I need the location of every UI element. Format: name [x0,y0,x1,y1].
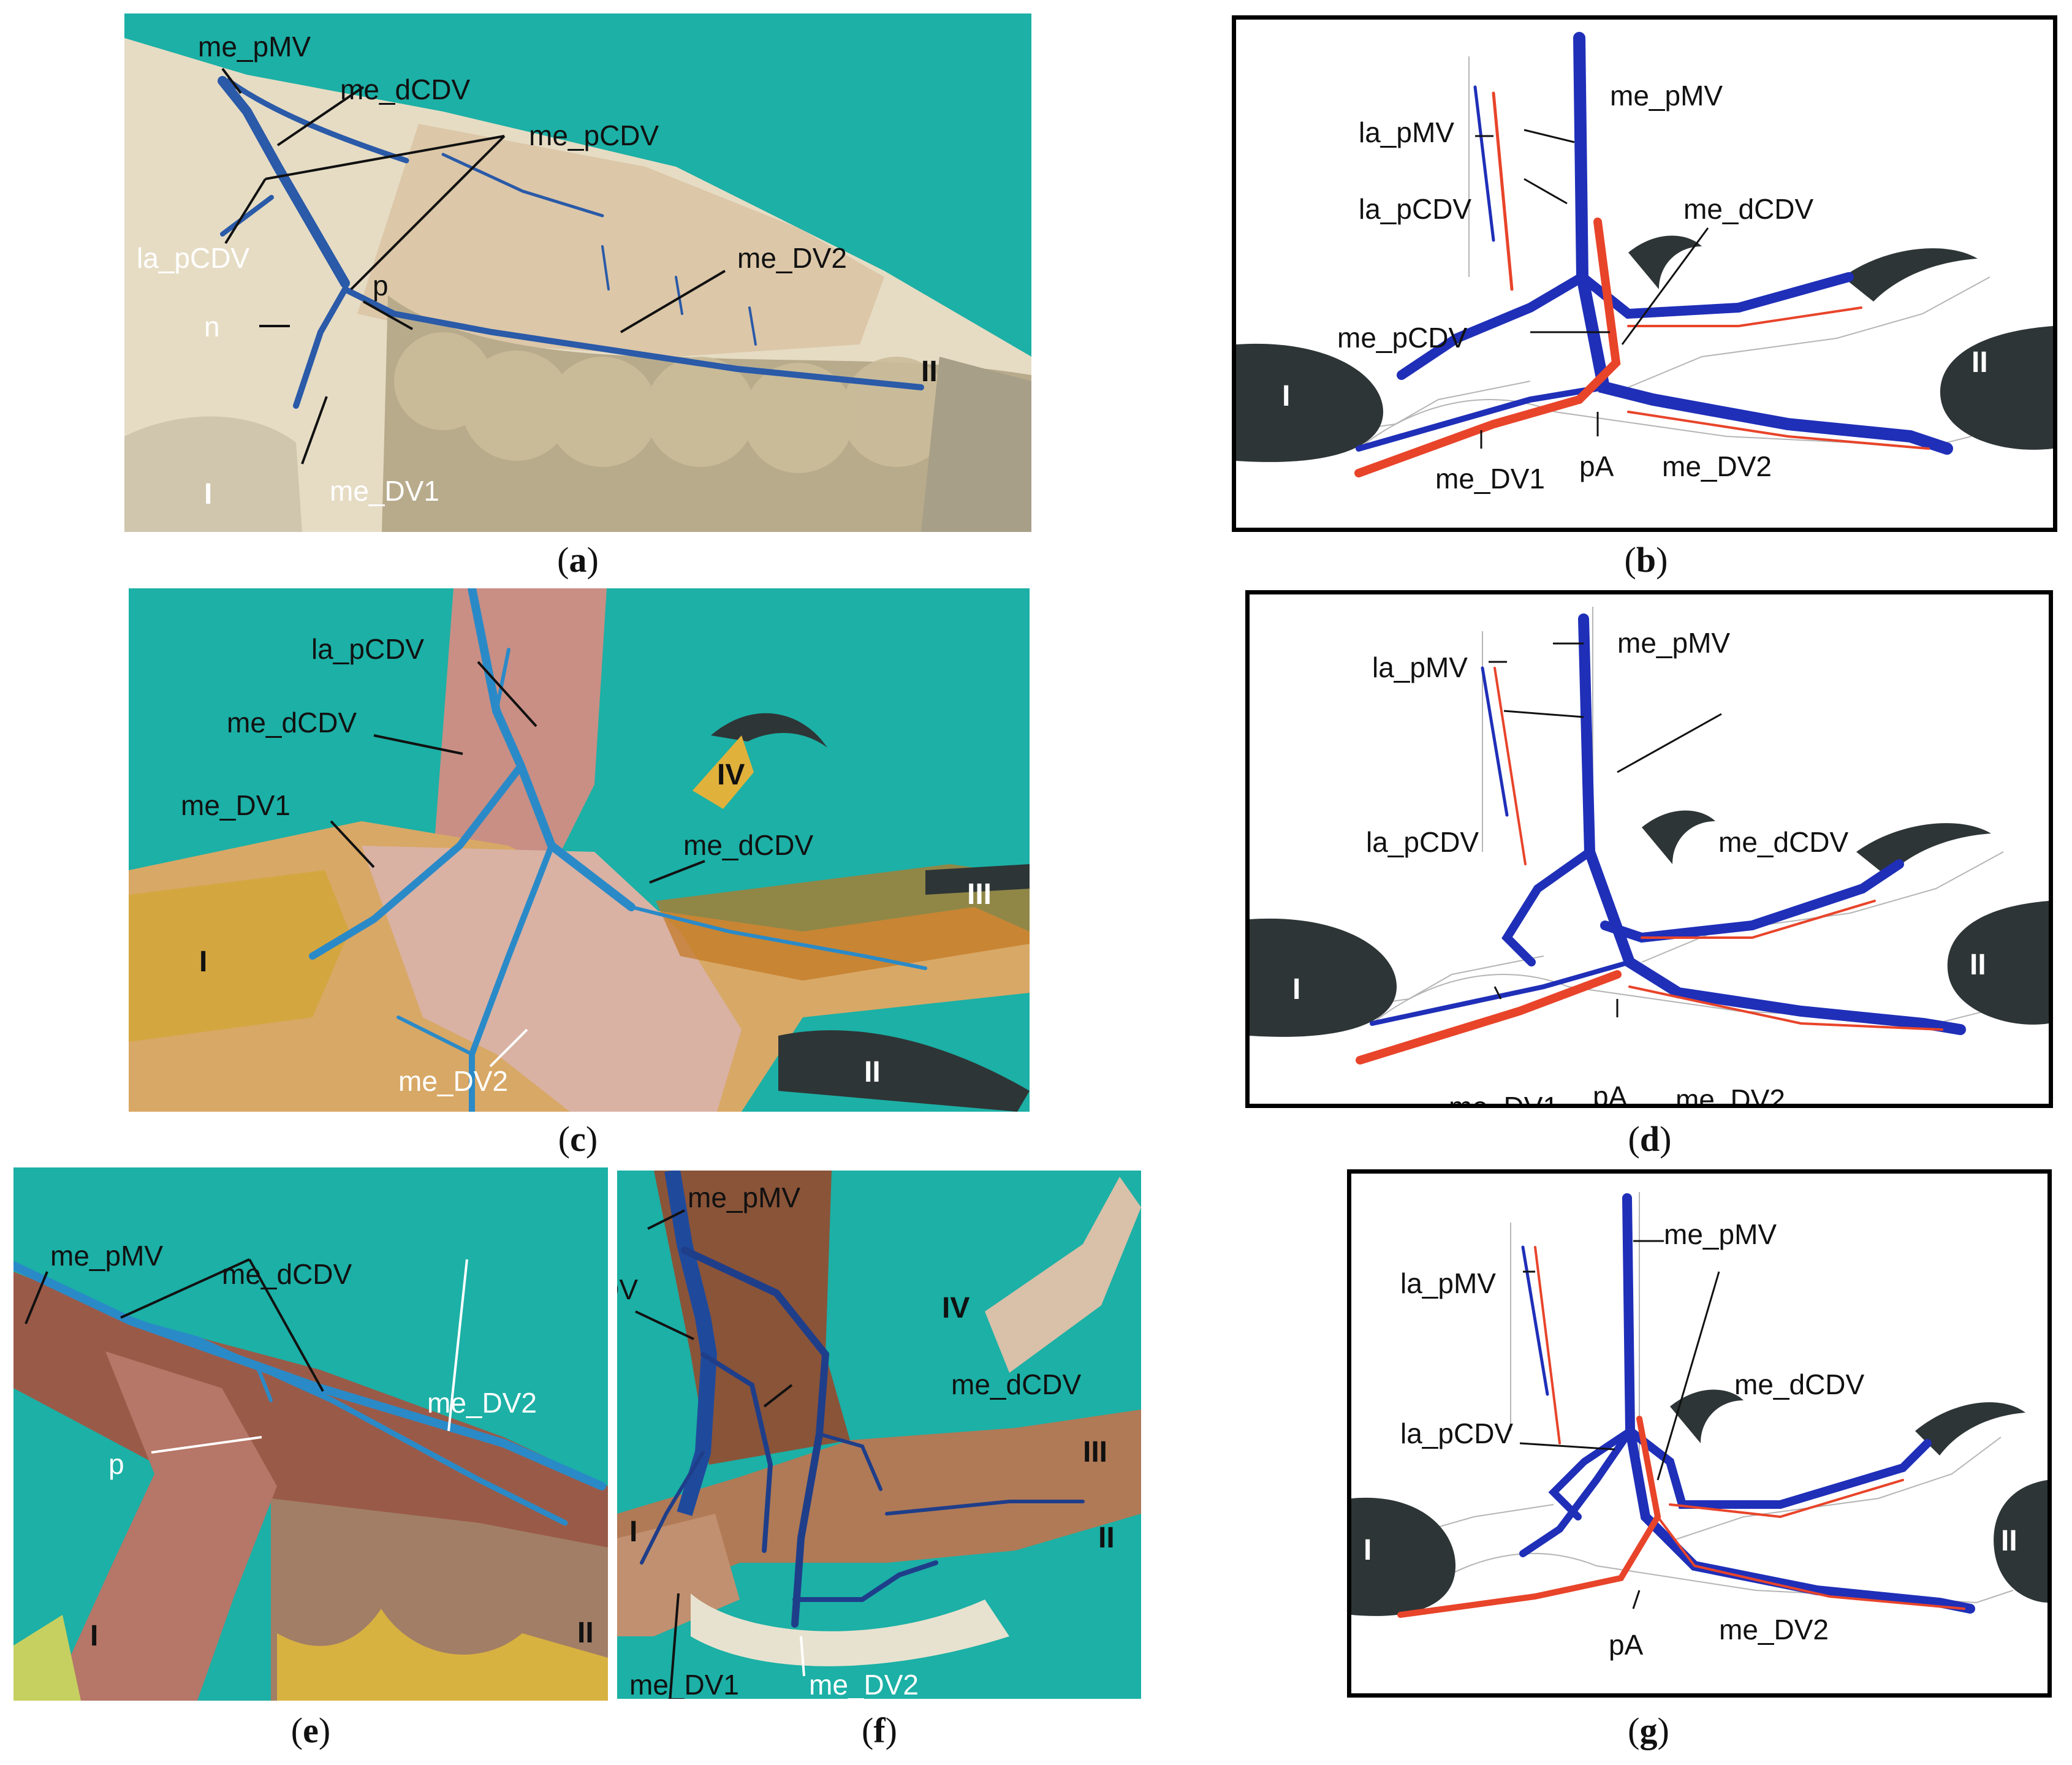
a-me_DV2-label: me_DV2 [737,242,847,274]
b-me_DV1-label: me_DV1 [1435,463,1545,495]
d-toe-I-label: I [1292,973,1300,1006]
b-pA-label: pA [1579,450,1614,482]
c-toe-II-label: II [864,1056,881,1088]
b-la_pCDV-label: la_pCDV [1359,193,1471,225]
caption-b: (b) [1624,540,1668,580]
e-p-label: p [108,1448,124,1480]
a-la_pCDV-label: la_pCDV [137,242,249,274]
a-toe-I-label: I [204,478,212,511]
f-toe-III-label: III [1083,1436,1107,1468]
d-me_dCDV-label: me_dCDV [1718,826,1849,858]
a-n-label: n [204,311,220,343]
d-pA-label: pA [1593,1080,1628,1104]
f-me_DV2-label: me_DV2 [809,1669,919,1699]
c-me_DV1-label: me_DV1 [181,789,290,821]
panel-e-svg: me_pMV me_dCDV me_DV2 p I II [13,1167,608,1701]
b-toe-I-label: I [1282,380,1290,412]
d-toe-II-label: II [1970,949,1986,981]
g-la_pCDV-label: la_pCDV [1400,1418,1513,1449]
c-me_dCDV-label: me_dCDV [683,829,814,861]
c-toe-I-label: I [199,946,207,978]
g-la_pMV-label: la_pMV [1400,1267,1496,1299]
caption-g: (g) [1628,1710,1669,1750]
g-me_dCDV-label: me_dCDV [1734,1368,1865,1400]
f-me_pMV-label: me_pMV [688,1182,800,1213]
c-toe-IV-label: IV [717,759,745,791]
caption-e: (e) [290,1710,331,1750]
panel-b-drawing: me_pMV la_pMV la_pCDV me_dCDV me_pCDV me… [1232,15,2057,532]
a-me_pMV-label: me_pMV [198,31,311,63]
b-me_pCDV-label: me_pCDV [1337,322,1468,354]
f-me_dCDV-label: me_dCDV [951,1368,1082,1400]
b-me_dCDV-label: me_dCDV [1683,193,1814,225]
d-me_pMV-label: me_pMV [1617,627,1730,659]
g-me_pMV-label: me_pMV [1664,1218,1777,1250]
panel-a-svg: me_pMV me_dCDV me_pCDV la_pCDV n p me_DV… [124,13,1031,532]
panel-c-svg: la_pCDV me_dCDV me_DV1 me_dCDV me_DV2 I … [129,588,1030,1112]
caption-c: (c) [558,1119,598,1159]
caption-f: (f) [862,1710,897,1750]
a-p-label: p [373,270,389,302]
panel-a-photo: me_pMV me_dCDV me_pCDV la_pCDV n p me_DV… [124,13,1031,532]
b-me_pMV-label: me_pMV [1610,80,1723,112]
a-me_dCDV-label: me_dCDV [340,74,471,105]
f-la_pCDV-label: la_pCDV [617,1273,638,1305]
f-toe-II-label: II [1098,1522,1115,1554]
panel-d-drawing: me_pMV la_pMV la_pCDV me_dCDV me_DV1 pA … [1245,590,2053,1108]
f-toe-I-label: I [629,1516,637,1548]
g-pA-label: pA [1609,1629,1644,1661]
panel-e-photo: me_pMV me_dCDV me_DV2 p I II [13,1167,608,1701]
d-la_pCDV-label: la_pCDV [1366,826,1479,858]
e-me_dCDV-label: me_dCDV [222,1258,352,1290]
panel-f-photo: me_pMV la_pCDV me_dCDV me_DV1 me_DV2 I I… [617,1171,1141,1699]
panel-g-svg: me_pMV la_pMV me_dCDV la_pCDV pA me_DV2 … [1351,1192,2047,1661]
panel-f-svg: me_pMV la_pCDV me_dCDV me_DV1 me_DV2 I I… [617,1171,1141,1699]
panel-g-drawing: me_pMV la_pMV me_dCDV la_pCDV pA me_DV2 … [1347,1169,2052,1698]
a-me_pCDV-label: me_pCDV [529,120,659,151]
c-me_dCDV-top-label: me_dCDV [227,707,357,738]
g-toe-II-label: II [2001,1525,2017,1557]
e-me_pMV-label: me_pMV [50,1240,163,1272]
e-toe-I-label: I [90,1620,98,1652]
d-la_pMV-label: la_pMV [1372,651,1468,683]
b-toe-II-label: II [1971,346,1988,379]
panel-b-svg: me_pMV la_pMV la_pCDV me_dCDV me_pCDV me… [1236,32,2053,495]
g-toe-I-label: I [1364,1534,1372,1566]
b-me_DV2-label: me_DV2 [1662,450,1772,482]
panel-d-svg: me_pMV la_pMV la_pCDV me_dCDV me_DV1 pA … [1250,607,2049,1104]
caption-a: (a) [557,540,599,580]
d-me_DV1-label: me_DV1 [1449,1091,1558,1104]
a-toe-II-label: II [921,355,938,388]
d-me_DV2-label: me_DV2 [1675,1084,1785,1104]
c-toe-III-label: III [967,878,992,911]
f-me_DV1-label: me_DV1 [629,1669,739,1699]
panel-c-photo: la_pCDV me_dCDV me_DV1 me_dCDV me_DV2 I … [129,588,1030,1112]
c-la_pCDV-label: la_pCDV [311,633,424,665]
b-la_pMV-label: la_pMV [1359,116,1454,148]
e-me_DV2-label: me_DV2 [427,1387,537,1419]
caption-d: (d) [1628,1119,1672,1159]
e-toe-II-label: II [577,1617,594,1649]
c-me_DV2-label: me_DV2 [398,1065,508,1097]
a-me_DV1-label: me_DV1 [330,475,439,507]
g-me_DV2-label: me_DV2 [1719,1614,1829,1645]
f-toe-IV-label: IV [942,1292,970,1324]
